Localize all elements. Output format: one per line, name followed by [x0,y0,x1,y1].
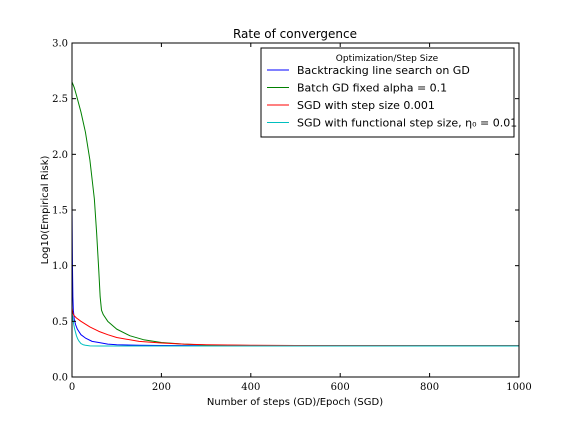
series-line-3 [71,307,519,347]
x-tick-label: 400 [241,382,260,393]
y-tick-label: 0.0 [52,373,68,384]
y-tick-label: 2.0 [52,150,68,161]
series-line-4 [71,312,519,347]
legend-box [260,47,515,138]
x-tick-label: 0 [69,382,75,393]
series-line-1 [71,204,519,347]
y-tick-label: 3.0 [52,39,68,50]
legend-entries: Backtracking line search on GD Batch GD f… [267,64,517,130]
series-layer [71,81,519,347]
chart-title: Rate of convergence [233,27,357,41]
y-tick-label: 0.5 [52,317,68,328]
ticks-layer: 0 200 400 600 800 1000 0.0 0.5 1.0 1.5 2.0 2.5 3.0 [52,39,532,394]
y-axis-label: Log10(Empirical Risk) [40,156,51,265]
x-tick-label: 200 [152,382,171,393]
legend-label-4: SGD with functional step size, η₀ = 0.01 [297,117,517,130]
legend-label-1: Backtracking line search on GD [297,64,470,77]
x-tick-label: 800 [420,382,439,393]
legend-label-3: SGD with step size 0.001 [297,99,435,112]
legend-label-2: Batch GD fixed alpha = 0.1 [297,82,447,95]
y-tick-label: 1.5 [52,206,68,217]
x-tick-label: 600 [331,382,350,393]
x-axis-label: Number of steps (GD)/Epoch (SGD) [207,397,383,408]
y-tick-label: 2.5 [52,94,68,105]
legend: Optimization/Step Size Backtracking line… [260,47,517,138]
legend-title: Optimization/Step Size [336,54,439,64]
x-tick-label: 1000 [506,382,531,393]
y-tick-label: 1.0 [52,261,68,272]
